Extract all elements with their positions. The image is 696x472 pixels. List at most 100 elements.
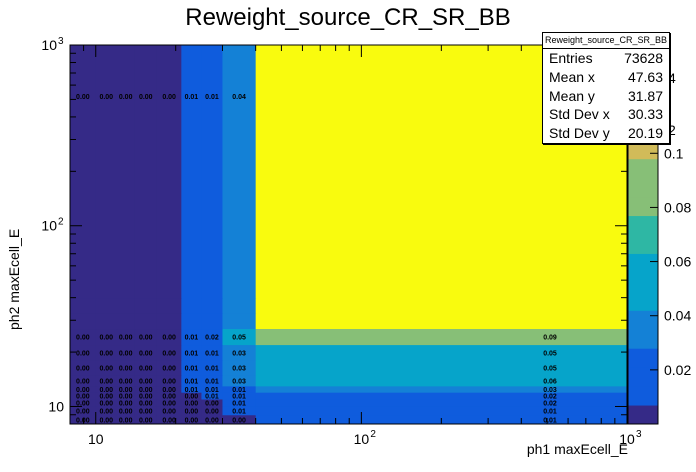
- cell-value-label: 0.02: [543, 401, 557, 408]
- cell-value-label: 0.06: [543, 378, 557, 385]
- colorbar-tick-label: 0.02: [664, 362, 691, 378]
- y-tick-label: 10: [41, 37, 57, 53]
- heatmap-cell: [70, 360, 97, 376]
- y-tick-label-exponent: 3: [58, 36, 64, 47]
- heatmap-cell: [70, 328, 97, 346]
- heatmap-cell: [201, 360, 223, 376]
- heatmap-cell: [134, 312, 158, 330]
- heatmap-cell: [95, 385, 118, 393]
- heatmap-cell: [134, 328, 158, 346]
- heatmap-cell: [181, 45, 202, 299]
- heatmap-cell: [222, 399, 257, 407]
- heatmap-cell: [181, 312, 202, 330]
- cell-value-label: 0.01: [543, 409, 557, 416]
- heatmap-cell: [134, 297, 158, 314]
- heatmap-cell: [70, 297, 97, 314]
- stats-entries-value: 73628: [624, 50, 663, 66]
- x-tick-label-exponent: 3: [636, 429, 642, 440]
- heatmap-cell: [255, 297, 628, 314]
- cell-value-label: 0.00: [99, 401, 113, 408]
- heatmap-cell: [156, 406, 182, 416]
- heatmap-cell: [95, 328, 118, 346]
- heatmap-cell: [70, 385, 97, 393]
- cell-value-label: 0.00: [205, 417, 219, 424]
- cell-value-label: 0.00: [139, 417, 153, 424]
- heatmap-cell: [181, 385, 202, 393]
- cell-value-label: 0.00: [162, 394, 176, 401]
- heatmap-cell: [201, 45, 223, 299]
- heatmap-cell: [222, 312, 257, 330]
- heatmap-cell: [201, 399, 223, 407]
- colorbar-step: [628, 367, 658, 387]
- colorbar-upper-tick-label: 4: [668, 70, 676, 86]
- heatmap-cell: [255, 399, 628, 407]
- heatmap-cell: [201, 312, 223, 330]
- heatmap-cell: [70, 392, 97, 400]
- stats-entries-label: Entries: [549, 50, 593, 66]
- cell-value-label: 0.01: [205, 350, 219, 357]
- stats-stdy-label: Std Dev y: [549, 125, 610, 142]
- heatmap-cell: [201, 344, 223, 361]
- heatmap-cell: [181, 297, 202, 314]
- cell-value-label: 0.00: [162, 401, 176, 408]
- colorbar-step: [628, 234, 658, 254]
- cell-value-label: 0.00: [205, 401, 219, 408]
- heatmap-cell: [134, 385, 158, 393]
- heatmap-cell: [134, 392, 158, 400]
- colorbar-step: [628, 386, 658, 406]
- cell-value-label: 0.03: [232, 366, 246, 373]
- heatmap-cell: [116, 399, 136, 407]
- heatmap-cell: [116, 312, 136, 330]
- cell-value-label: 0.00: [139, 335, 153, 342]
- cell-value-label: 0.00: [76, 350, 90, 357]
- heatmap-cell: [181, 399, 202, 407]
- cell-value-label: 0.00: [119, 394, 133, 401]
- heatmap-cell: [201, 385, 223, 393]
- heatmap-cell: [181, 328, 202, 346]
- heatmap-cell: [255, 312, 628, 330]
- cell-value-label: 0.00: [119, 417, 133, 424]
- cell-value-label: 0.00: [205, 409, 219, 416]
- cell-value-label: 0.00: [139, 409, 153, 416]
- x-tick-label: 10: [354, 431, 370, 447]
- colorbar-step: [628, 158, 658, 179]
- colorbar-step: [628, 215, 658, 235]
- heatmap-cell: [255, 360, 628, 376]
- cell-value-label: 0.00: [232, 417, 246, 424]
- heatmap-cell: [156, 328, 182, 346]
- heatmap-cell: [222, 385, 257, 393]
- stats-meany-row: Mean y 31.87: [543, 87, 669, 106]
- cell-value-label: 0.01: [205, 94, 219, 101]
- cell-value-label: 0.00: [76, 417, 90, 424]
- heatmap-cell: [222, 360, 257, 376]
- heatmap-cell: [222, 344, 257, 361]
- colorbar-step: [628, 291, 658, 311]
- colorbar-step: [628, 272, 658, 292]
- heatmap-cell: [201, 392, 223, 400]
- heatmap-cell: [95, 414, 118, 425]
- heatmap-cell: [116, 406, 136, 416]
- cell-value-label: 0.00: [162, 378, 176, 385]
- heatmap-cell: [116, 360, 136, 376]
- cell-value-label: 0.00: [185, 394, 199, 401]
- cell-value-label: 0.00: [162, 387, 176, 394]
- cell-value-label: 0.00: [162, 335, 176, 342]
- cell-value-label: 0.00: [119, 378, 133, 385]
- x-axis-label: ph1 maxEcell_E: [526, 441, 628, 457]
- cell-value-label: 0.01: [232, 409, 246, 416]
- stats-title: Reweight_source_CR_SR_BB: [543, 33, 669, 49]
- heatmap-cell: [95, 297, 118, 314]
- heatmap-cell: [222, 328, 257, 346]
- x-tick-label: 10: [88, 431, 104, 447]
- heatmap-cell: [181, 374, 202, 387]
- cell-value-label: 0.05: [543, 366, 557, 373]
- colorbar-step: [628, 253, 658, 273]
- cell-value-label: 0.01: [185, 350, 199, 357]
- heatmap-cell: [134, 406, 158, 416]
- cell-value-label: 0.00: [76, 378, 90, 385]
- y-axis-label: ph2 maxEcell_E: [6, 228, 22, 330]
- cell-value-label: 0.01: [205, 378, 219, 385]
- heatmap-cell: [222, 392, 257, 400]
- heatmap-cell: [95, 344, 118, 361]
- heatmap-cell: [156, 414, 182, 425]
